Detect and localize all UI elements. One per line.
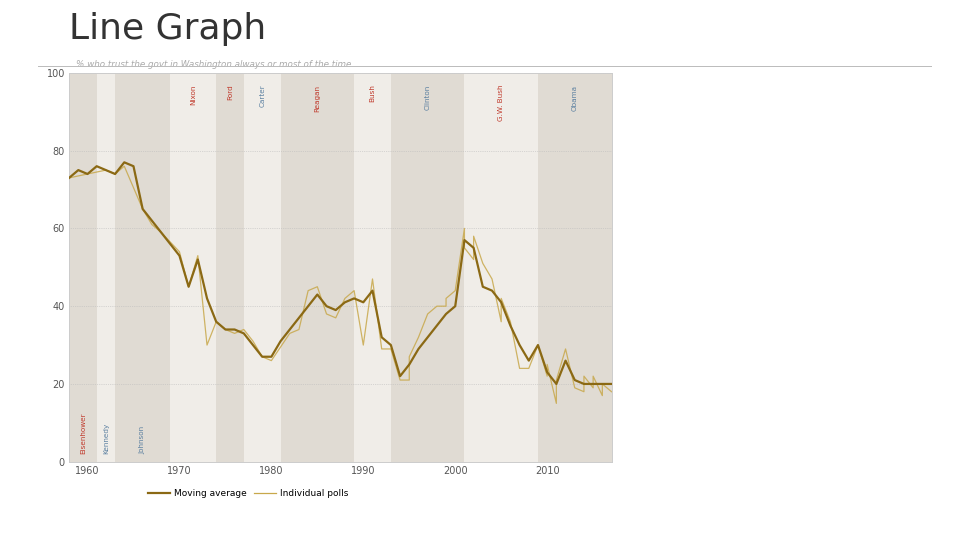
Bar [170,73,216,462]
Bar [244,73,280,462]
Bar [465,73,538,462]
Text: Bush: Bush [370,85,375,103]
Bar [391,73,465,462]
Text: Line Graph: Line Graph [69,12,266,46]
Text: Obama: Obama [572,85,578,111]
Text: Johnson: Johnson [139,426,146,454]
Bar [216,73,244,462]
Bar [97,73,115,462]
Legend: Moving average, Individual polls: Moving average, Individual polls [144,485,352,502]
Text: Pew Research Center. (May 3, 2017).: Pew Research Center. (May 3, 2017). [12,497,191,506]
Bar [354,73,391,462]
Bar [115,73,170,462]
Text: Reagan: Reagan [314,85,321,112]
Text: Clinton: Clinton [424,85,431,110]
Bar [612,73,621,462]
Bar [538,73,612,462]
Text: Kennedy: Kennedy [103,423,108,454]
Text: Public Trust in Government: 1958-2017.: Public Trust in Government: 1958-2017. [12,497,328,506]
Text: http://www.people-press.org/2017/05/03/public-trust-in-government-1958-2017/: http://www.people-press.org/2017/05/03/p… [12,524,394,534]
Text: Trump: Trump [613,85,619,107]
Text: Nixon: Nixon [190,85,196,105]
Bar [69,73,97,462]
Bar [280,73,354,462]
Text: Ford: Ford [227,85,233,100]
Text: G.W. Bush: G.W. Bush [498,85,504,121]
Text: Carter: Carter [259,85,265,107]
Text: Retrieved from: Retrieved from [12,497,383,506]
Text: Eisenhower: Eisenhower [80,413,85,454]
Text: % who trust the govt in Washington always or most of the time: % who trust the govt in Washington alway… [76,60,351,69]
